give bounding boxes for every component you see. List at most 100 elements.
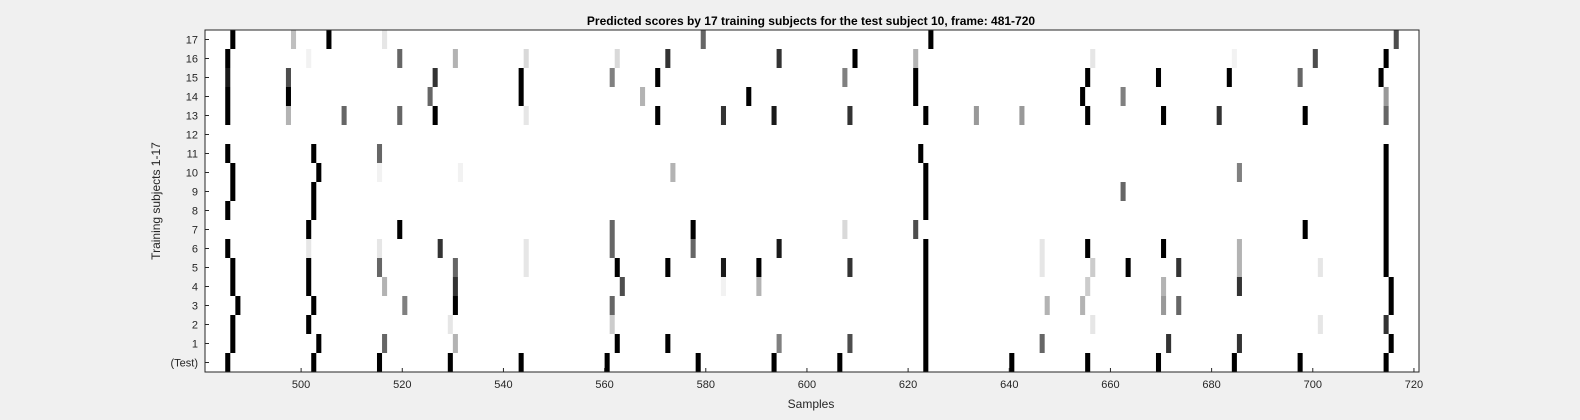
heatmap-cell: [1236, 258, 1242, 277]
heatmap-cell: [1383, 220, 1389, 239]
heatmap-cell: [1120, 182, 1126, 201]
y-tick-label: 1: [192, 339, 198, 351]
heatmap-cell: [771, 106, 777, 125]
y-tick-label: 5: [192, 263, 198, 275]
heatmap-cell: [452, 49, 458, 68]
heatmap-cell: [523, 49, 529, 68]
heatmap-cell: [1039, 239, 1045, 258]
y-tick-label: 16: [186, 54, 198, 66]
heatmap-cell: [1161, 239, 1167, 258]
heatmap-cell: [913, 49, 919, 68]
heatmap-cell: [1383, 239, 1389, 258]
heatmap-cell: [655, 106, 661, 125]
heatmap-cell: [316, 334, 322, 353]
heatmap-cell: [1161, 296, 1167, 315]
chart-title: Predicted scores by 17 training subjects…: [587, 14, 1035, 28]
heatmap-cell: [285, 106, 291, 125]
heatmap-cell: [230, 258, 236, 277]
heatmap-cell: [1161, 277, 1167, 296]
x-axis-label: Samples: [788, 397, 835, 411]
plot-area: [205, 30, 1419, 372]
heatmap-cell: [1080, 296, 1086, 315]
x-tick-label: 580: [697, 379, 715, 391]
heatmap-cell: [1236, 239, 1242, 258]
y-tick-label: 10: [186, 168, 198, 180]
heatmap-cell: [1383, 182, 1389, 201]
x-axis-ticks: 500 520 540 560 580 600 620 640 660 680 700 720: [292, 368, 1423, 391]
heatmap-cell: [518, 87, 524, 106]
heatmap-cell: [1383, 353, 1389, 372]
heatmap-cell: [720, 106, 727, 125]
heatmap-cell: [1085, 353, 1091, 372]
heatmap-cells: [225, 30, 1399, 372]
heatmap-cell: [1085, 277, 1091, 296]
heatmap-cell: [306, 258, 312, 277]
heatmap-cell: [382, 277, 388, 296]
heatmap-cell: [1297, 68, 1303, 87]
heatmap-cell: [614, 258, 620, 277]
heatmap-cell: [1302, 106, 1308, 125]
heatmap-cell: [923, 201, 929, 220]
heatmap-cell: [518, 68, 524, 87]
heatmap-cell: [923, 334, 929, 353]
heatmap-cell: [1236, 277, 1242, 296]
heatmap-cell: [614, 49, 620, 68]
y-tick-label: 9: [192, 187, 198, 199]
heatmap-cell: [230, 315, 236, 334]
heatmap-cell: [432, 106, 438, 125]
heatmap-cell: [619, 277, 625, 296]
heatmap-cell: [1155, 353, 1162, 372]
heatmap-cell: [225, 49, 231, 68]
x-tick-label: 680: [1202, 379, 1220, 391]
heatmap-cell: [665, 334, 671, 353]
heatmap-cell: [842, 220, 848, 239]
x-tick-label: 640: [1000, 379, 1018, 391]
heatmap-cell: [1383, 106, 1389, 125]
heatmap-cell: [311, 182, 317, 201]
heatmap-cell: [913, 87, 919, 106]
x-tick-label: 620: [899, 379, 917, 391]
heatmap-cell: [690, 220, 696, 239]
heatmap-cell: [1383, 144, 1389, 163]
heatmap-cell: [640, 87, 646, 106]
heatmap-cell: [225, 87, 231, 106]
heatmap-cell: [311, 201, 317, 220]
heatmap-cell: [311, 353, 317, 372]
heatmap-cell: [326, 30, 332, 49]
heatmap-cell: [285, 68, 291, 87]
heatmap-cell: [756, 258, 762, 277]
heatmap-cell: [1383, 201, 1389, 220]
heatmap-cell: [1161, 106, 1167, 125]
y-tick-label: 17: [186, 35, 198, 47]
heatmap-cell: [1236, 163, 1242, 182]
heatmap-cell: [1176, 296, 1182, 315]
heatmap-cell: [1231, 49, 1237, 68]
heatmap-cell: [518, 353, 524, 372]
x-tick-label: 600: [798, 379, 816, 391]
heatmap-cell: [1009, 353, 1015, 372]
heatmap-cell: [923, 296, 929, 315]
heatmap-cell: [609, 239, 615, 258]
heatmap-cell: [230, 334, 236, 353]
heatmap-cell: [1378, 68, 1384, 87]
heatmap-cell: [913, 68, 919, 87]
heatmap-cell: [397, 106, 403, 125]
y-tick-label: 12: [186, 130, 198, 142]
y-tick-label: 3: [192, 301, 198, 313]
heatmap-cell: [376, 144, 383, 163]
heatmap-cell: [427, 87, 433, 106]
heatmap-cell: [230, 277, 236, 296]
heatmap-cell: [1090, 49, 1096, 68]
heatmap-cell: [670, 163, 676, 182]
heatmap-cell: [457, 163, 463, 182]
heatmap-cell: [1393, 30, 1399, 49]
heatmap-cell: [1080, 87, 1086, 106]
heatmap-cell: [306, 49, 312, 68]
heatmap-cell: [1044, 296, 1050, 315]
heatmap-cell: [1166, 334, 1172, 353]
heatmap-cell: [1090, 258, 1096, 277]
heatmap-cell: [306, 220, 312, 239]
y-tick-label: 4: [192, 282, 198, 294]
heatmap-cell: [720, 277, 727, 296]
heatmap-cell: [1085, 106, 1091, 125]
